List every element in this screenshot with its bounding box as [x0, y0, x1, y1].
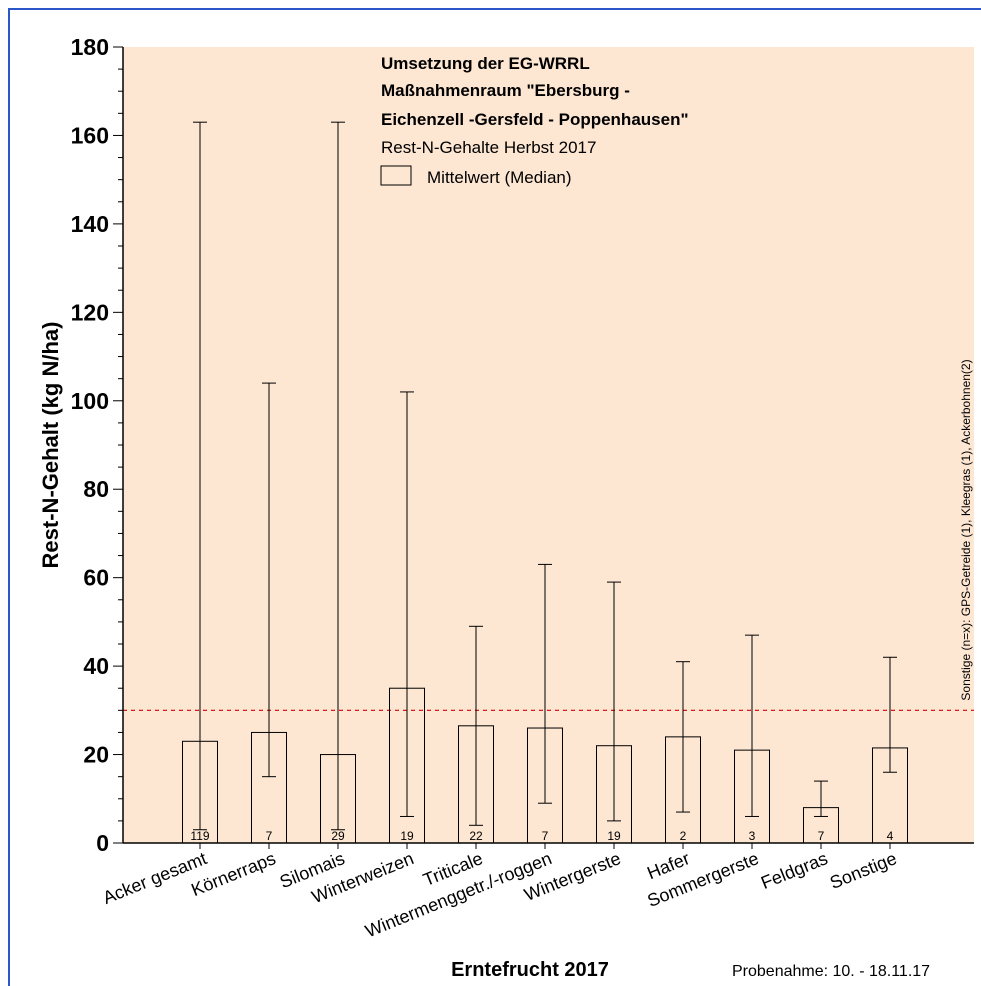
x-tick-label: Feldgras [758, 848, 830, 893]
legend-label: Mittelwert (Median) [427, 168, 572, 187]
side-note: Sonstige (n=x): GPS-Getreide (1), Kleegr… [959, 359, 973, 700]
y-tick-label: 20 [83, 742, 109, 768]
y-tick-label: 80 [83, 476, 109, 502]
legend-swatch [380, 165, 412, 186]
n-label: 29 [331, 829, 345, 843]
n-label: 22 [469, 829, 483, 843]
n-label: 3 [749, 829, 756, 843]
y-tick-label: 60 [83, 565, 109, 591]
y-tick-label: 0 [96, 830, 109, 856]
n-label: 7 [818, 829, 825, 843]
chart-title-line-1: Umsetzung der EG-WRRL [381, 54, 590, 73]
y-tick-label: 140 [71, 211, 109, 237]
n-label: 7 [266, 829, 273, 843]
x-tick-label: Sonstige [827, 848, 899, 893]
n-label: 7 [542, 829, 549, 843]
n-label: 19 [607, 829, 621, 843]
n-label: 19 [400, 829, 414, 843]
n-label: 4 [887, 829, 894, 843]
chart-subtitle: Rest-N-Gehalte Herbst 2017 [381, 138, 596, 157]
n-label: 119 [190, 829, 209, 843]
chart-title-line-3: Eichenzell -Gersfeld - Poppenhausen" [381, 110, 689, 129]
sampling-note: Probenahme: 10. - 18.11.17 [732, 963, 930, 980]
x-axis-label: Erntefrucht 2017 [451, 959, 609, 981]
y-axis-label: Rest-N-Gehalt (kg N/ha) [38, 322, 63, 569]
y-tick-label: 160 [71, 122, 109, 148]
chart-frame [8, 8, 981, 986]
y-tick-label: 180 [71, 34, 109, 60]
x-tick-label: Acker gesamt [100, 848, 210, 908]
y-tick-label: 120 [71, 299, 109, 325]
y-tick-label: 100 [71, 388, 109, 414]
n-label: 2 [680, 829, 687, 843]
y-tick-label: 40 [83, 653, 109, 679]
plot-area [123, 47, 974, 843]
chart-title-line-2: Maßnahmenraum "Ebersburg - [381, 81, 630, 100]
